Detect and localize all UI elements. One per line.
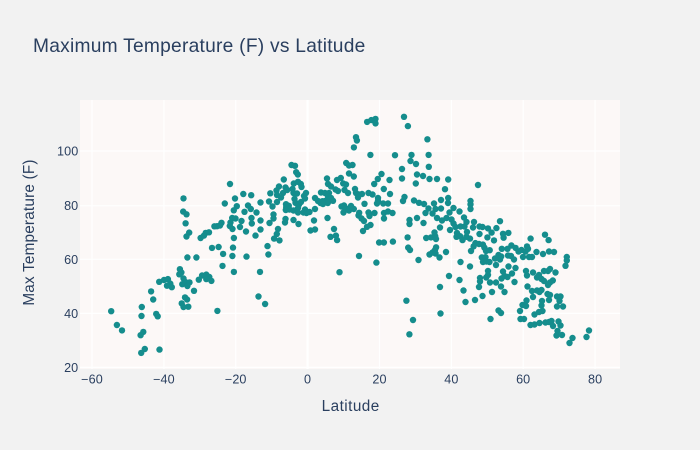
svg-text:60: 60 — [64, 253, 78, 267]
svg-text:Maximum Temperature (F) vs Lat: Maximum Temperature (F) vs Latitude — [33, 36, 366, 57]
svg-text:40: 40 — [64, 307, 78, 321]
svg-text:60: 60 — [516, 373, 530, 387]
svg-text:−40: −40 — [153, 373, 175, 387]
svg-text:Max Temperature (F): Max Temperature (F) — [21, 159, 38, 305]
svg-text:−20: −20 — [225, 373, 247, 387]
svg-text:100: 100 — [57, 144, 78, 158]
svg-text:80: 80 — [588, 373, 602, 387]
svg-text:−60: −60 — [81, 373, 103, 387]
svg-text:0: 0 — [304, 373, 311, 387]
svg-text:20: 20 — [64, 361, 78, 375]
svg-text:40: 40 — [444, 373, 458, 387]
svg-text:Latitude: Latitude — [322, 398, 380, 415]
svg-text:80: 80 — [64, 199, 78, 213]
svg-text:20: 20 — [372, 373, 386, 387]
